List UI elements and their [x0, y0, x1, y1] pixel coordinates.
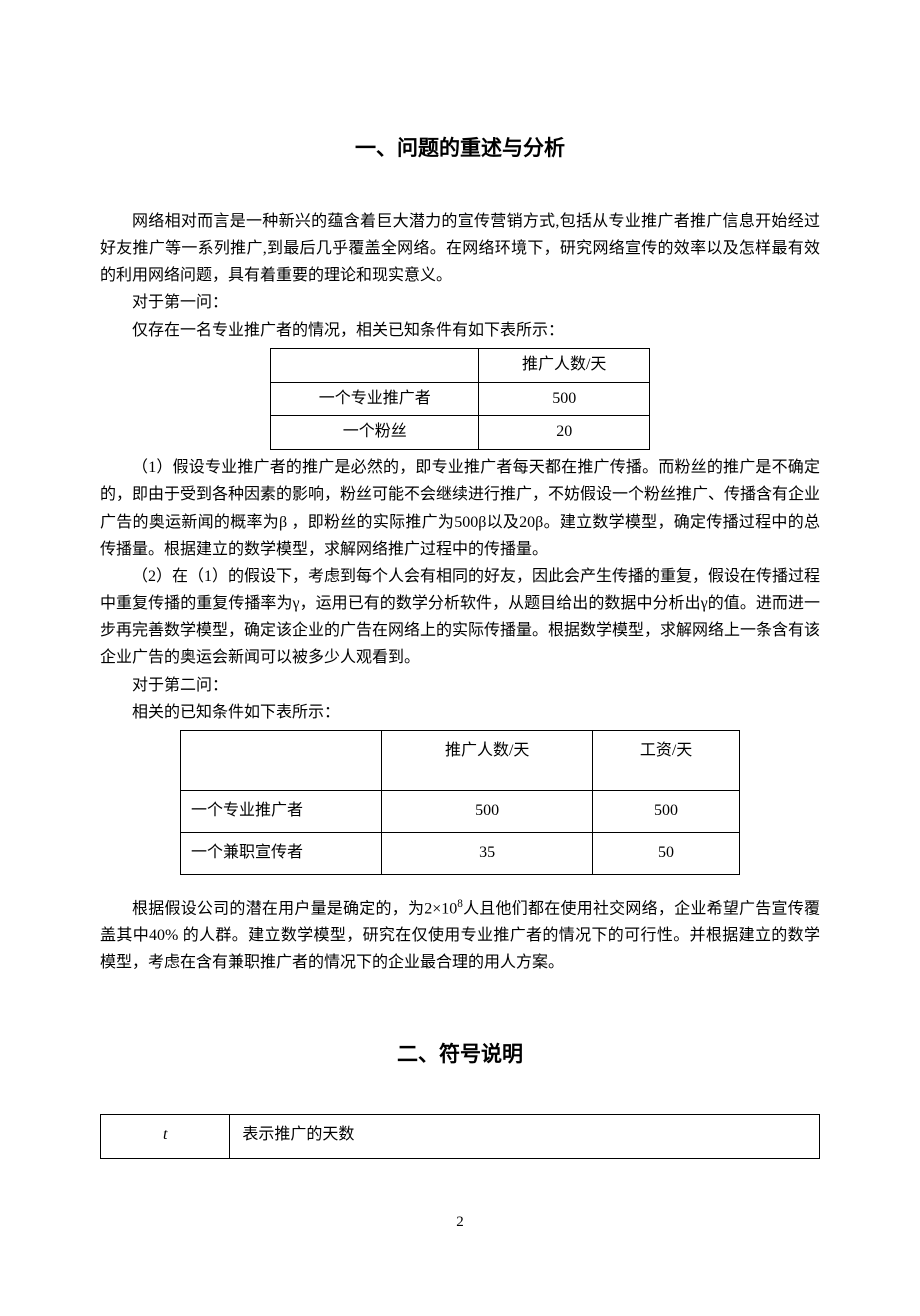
table-cell-value: 500 — [479, 382, 650, 416]
table1: 推广人数/天 一个专业推广者 500 一个粉丝 20 — [270, 348, 650, 450]
table-cell-v1: 500 — [382, 791, 593, 833]
table-row: 一个粉丝 20 — [271, 416, 650, 450]
table-header-col: 推广人数/天 — [479, 348, 650, 382]
page-number: 2 — [100, 1209, 820, 1236]
table-cell-v2: 50 — [593, 832, 740, 874]
q1-header: 对于第一问： — [132, 289, 820, 316]
p3-prefix: 根据假设公司的潜在用户量是确定的，为2×10 — [132, 900, 457, 917]
section1-title: 一、问题的重述与分析 — [100, 130, 820, 168]
paragraph-2: （2）在（1）的假设下，考虑到每个人会有相同的好友，因此会产生传播的重复，假设在… — [100, 563, 820, 672]
table-row: 推广人数/天 工资/天 — [181, 731, 740, 791]
table-cell-v1: 35 — [382, 832, 593, 874]
q2-header: 对于第二问： — [132, 672, 820, 699]
paragraph-1: （1）假设专业推广者的推广是必然的，即专业推广者每天都在推广传播。而粉丝的推广是… — [100, 454, 820, 563]
table-row: 一个专业推广者 500 — [271, 382, 650, 416]
table-header-c2: 工资/天 — [593, 731, 740, 791]
table3: t 表示推广的天数 — [100, 1114, 820, 1159]
table-row: 一个兼职宣传者 35 50 — [181, 832, 740, 874]
table-cell-label: 一个专业推广者 — [271, 382, 479, 416]
symbol-cell: t — [101, 1115, 230, 1159]
table2: 推广人数/天 工资/天 一个专业推广者 500 500 一个兼职宣传者 35 5… — [180, 730, 740, 875]
q1-intro: 仅存在一名专业推广者的情况，相关已知条件有如下表所示： — [132, 317, 820, 344]
q2-intro: 相关的已知条件如下表所示： — [132, 699, 820, 726]
paragraph-3: 根据假设公司的潜在用户量是确定的，为2×108人且他们都在使用社交网络，企业希望… — [100, 895, 820, 977]
section2-title: 二、符号说明 — [100, 1036, 820, 1074]
intro-paragraph: 网络相对而言是一种新兴的蕴含着巨大潜力的宣传营销方式,包括从专业推广者推广信息开… — [100, 208, 820, 290]
table-cell-label: 一个兼职宣传者 — [181, 832, 382, 874]
table-cell-v2: 500 — [593, 791, 740, 833]
table-header-empty — [271, 348, 479, 382]
desc-cell: 表示推广的天数 — [230, 1115, 820, 1159]
table-row: 推广人数/天 — [271, 348, 650, 382]
table-row: 一个专业推广者 500 500 — [181, 791, 740, 833]
table-row: t 表示推广的天数 — [101, 1115, 820, 1159]
table-header-c1: 推广人数/天 — [382, 731, 593, 791]
table-cell-label: 一个专业推广者 — [181, 791, 382, 833]
table-cell-value: 20 — [479, 416, 650, 450]
table-cell-label: 一个粉丝 — [271, 416, 479, 450]
table-header-empty — [181, 731, 382, 791]
